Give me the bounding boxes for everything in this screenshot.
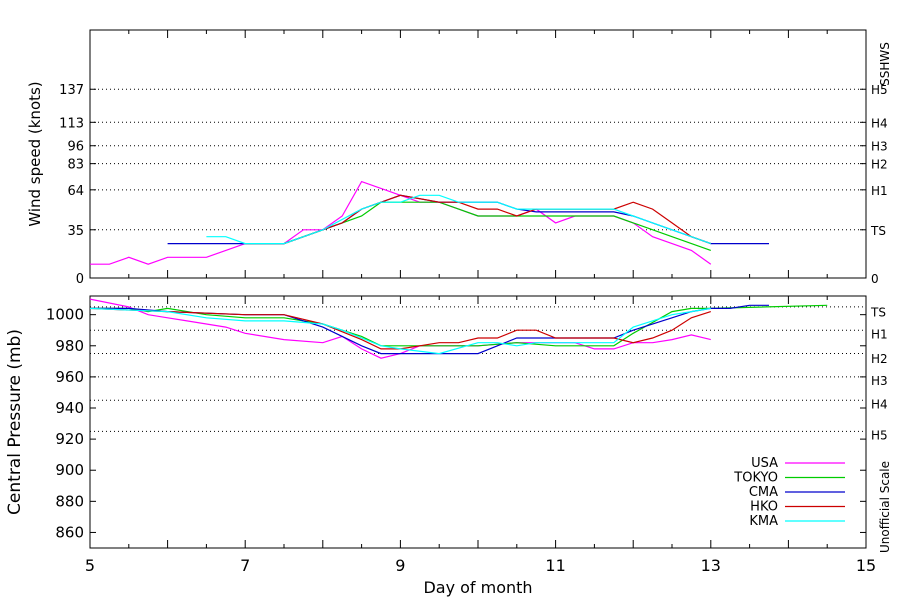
legend-label: HKO — [750, 500, 778, 515]
scale-label: H3 — [871, 374, 888, 388]
series-line-tokyo — [245, 201, 711, 251]
scale-label: H3 — [871, 140, 888, 154]
x-tick-label: 5 — [85, 556, 95, 575]
scale-label: H2 — [871, 352, 888, 366]
legend-label: USA — [751, 456, 778, 471]
series-line-tokyo — [90, 304, 828, 347]
plot-frame — [89, 29, 867, 279]
x-tick-label: 7 — [240, 556, 250, 575]
scale-label: H5 — [871, 428, 888, 442]
y-tick-label: 860 — [55, 523, 84, 541]
y-tick-label: 980 — [55, 337, 84, 355]
scale-label: 0 — [871, 272, 879, 286]
scale-label: H1 — [871, 184, 888, 198]
right-axis-title: Unofficial Scale — [878, 461, 892, 553]
y-tick-label: 113 — [59, 116, 84, 131]
legend-label: CMA — [749, 485, 778, 500]
y-tick-label: 0 — [76, 272, 84, 287]
x-tick-label: 11 — [545, 556, 565, 575]
series-line-hko — [245, 194, 712, 245]
pressure-panel: 860 880 900 920 940 960 980 1000 5 7 9 11 13 15 TS H1 H2… — [5, 295, 892, 575]
scale-label: H4 — [871, 397, 888, 411]
y-tick-label: 96 — [67, 140, 84, 155]
x-axis-label: Day of month — [423, 578, 532, 597]
right-axis-title: SSHWS — [878, 42, 892, 86]
scale-label: TS — [870, 224, 886, 238]
y-tick-label: 35 — [67, 224, 84, 239]
y-tick-label: 960 — [55, 368, 84, 386]
x-tick-label: 9 — [395, 556, 405, 575]
y-tick-label: 1000 — [46, 306, 84, 324]
scale-label: H4 — [871, 116, 888, 130]
series-line-usa — [90, 180, 712, 265]
y-axis-label: Wind speed (knots) — [26, 81, 44, 226]
y-tick-label: 880 — [55, 492, 84, 510]
scale-label: H5 — [871, 83, 888, 97]
x-tick-label: 13 — [701, 556, 721, 575]
series-line-kma — [206, 194, 712, 245]
y-tick-label: 940 — [55, 399, 84, 417]
series-line-hko — [89, 307, 711, 350]
y-axis-label: Central Pressure (mb) — [5, 329, 25, 515]
scale-label: TS — [870, 306, 886, 320]
scale-label: H2 — [871, 158, 888, 172]
legend-label: KMA — [749, 514, 778, 529]
y-tick-label: 137 — [59, 83, 84, 98]
y-tick-label: 920 — [55, 430, 84, 448]
scale-label: H1 — [871, 327, 888, 341]
y-tick-label: 83 — [67, 158, 84, 173]
series-line-kma — [89, 307, 711, 355]
y-tick-label: 900 — [55, 461, 84, 479]
y-tick-label: 64 — [67, 184, 84, 199]
x-tick-label: 15 — [856, 556, 876, 575]
legend-label: TOKYO — [733, 471, 778, 486]
